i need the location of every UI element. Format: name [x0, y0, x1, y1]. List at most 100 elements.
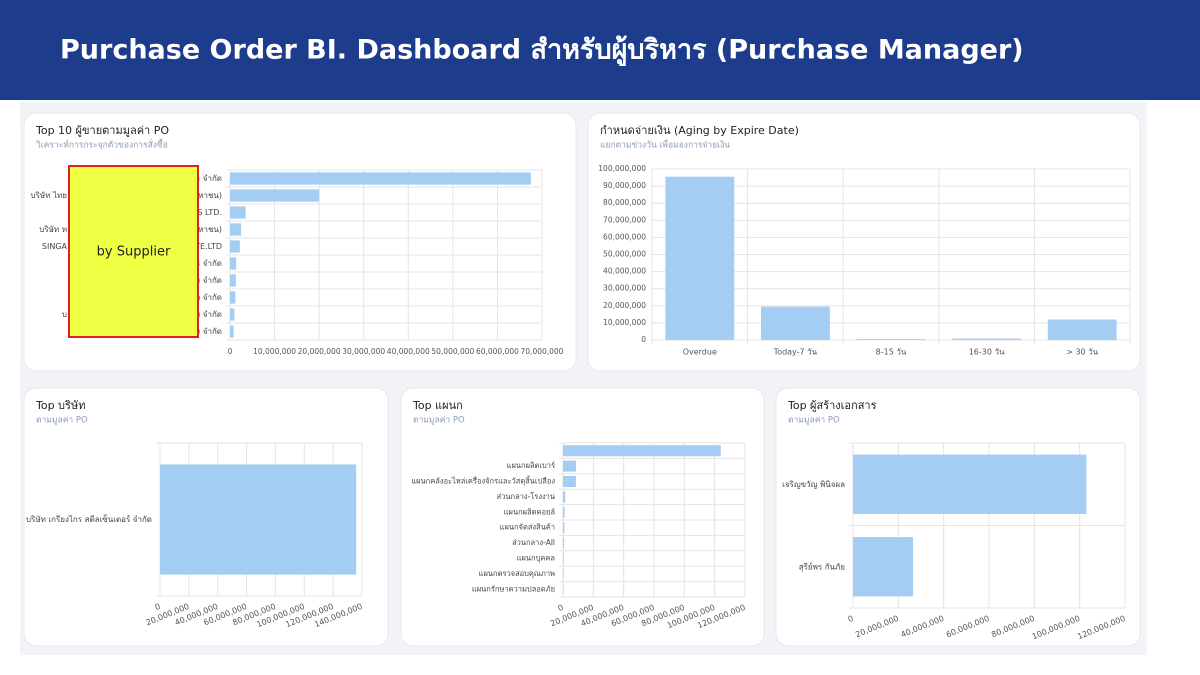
- bar: [160, 464, 357, 575]
- y-tick-label: แผนกคลังอะไหล่เครื่องจักรและวัสดุสิ้นเปล…: [411, 476, 555, 486]
- x-tick-label: 0: [847, 614, 855, 624]
- y-tick-label-prefix: SINGA: [42, 242, 68, 251]
- overlay-box: [68, 165, 199, 338]
- y-tick-label: S LTD.: [197, 208, 222, 217]
- x-tick-label: Today-7 วัน: [773, 348, 818, 357]
- y-tick-label: แผนกรักษาความปลอดภัย: [472, 584, 555, 593]
- y-tick-label: แผนกบุคคล: [517, 554, 555, 563]
- y-tick-label: 70,000,000: [603, 215, 646, 224]
- bar: [563, 491, 566, 503]
- y-tick-label: แผนกตรวจสอบคุณภาพ: [479, 569, 555, 578]
- chart-title: Top แผนก: [412, 399, 463, 412]
- bar: [1047, 319, 1117, 340]
- y-tick-label: 20,000,000: [603, 301, 646, 310]
- card-bg: [775, 387, 1141, 647]
- y-tick-label: 90,000,000: [603, 181, 646, 190]
- bar: [563, 460, 577, 472]
- bar: [230, 274, 236, 287]
- y-tick-label: ย จำกัด: [196, 310, 222, 319]
- y-tick-label: แผนกผลิตเบาร์: [507, 461, 555, 470]
- bar: [230, 257, 237, 270]
- y-tick-label: ะ จำกัด: [196, 174, 222, 183]
- y-tick-label: (มหาชน): [190, 225, 222, 234]
- bar: [230, 308, 235, 321]
- x-tick-label: 60,000,000: [476, 347, 519, 356]
- x-tick-label: 0: [154, 602, 162, 612]
- bar: [230, 189, 320, 202]
- y-tick-label-prefix: บ: [62, 310, 67, 319]
- x-tick-label: Overdue: [683, 348, 717, 357]
- chart-title: กำหนดจ่ายเงิน (Aging by Expire Date): [600, 124, 799, 137]
- chart-subtitle: ตามมูลค่า PO: [413, 416, 465, 426]
- x-tick-label: > 30 วัน: [1066, 348, 1098, 357]
- y-tick-label: (มหาชน): [190, 191, 222, 200]
- y-tick-label: สุรีย์พร กันภัย: [799, 561, 845, 571]
- y-tick-label: 10,000,000: [603, 318, 646, 327]
- bar: [856, 339, 926, 340]
- chart-subtitle: แยกตามช่วงวัน เพื่อมองการจ่ายเงิน: [600, 139, 730, 151]
- bar: [563, 445, 721, 457]
- y-tick-label: ส่วนกลาง-All: [512, 538, 555, 547]
- x-tick-label: 10,000,000: [253, 347, 296, 356]
- y-tick-label: ะ จำกัด: [196, 259, 222, 268]
- y-tick-label: 80,000,000: [603, 198, 646, 207]
- chart-subtitle: ตามมูลค่า PO: [788, 416, 840, 426]
- bar: [563, 568, 564, 580]
- y-tick-label: ) จำกัด: [197, 276, 222, 285]
- y-tick-label: เจริญขวัญ พินิจผล: [782, 480, 845, 489]
- x-tick-label: 50,000,000: [431, 347, 474, 356]
- y-tick-label: ) จำกัด: [197, 327, 222, 336]
- chart-title: Top ผู้สร้างเอกสาร: [787, 399, 877, 412]
- bar: [853, 537, 914, 597]
- bar: [230, 223, 242, 236]
- bar: [230, 172, 531, 185]
- y-tick-label: แผนกผลิตคอยล์: [504, 507, 555, 516]
- y-tick-label: 0: [641, 335, 646, 344]
- x-tick-label: 8-15 วัน: [876, 348, 907, 357]
- bar: [230, 206, 246, 219]
- bar: [952, 338, 1022, 340]
- bar: [230, 291, 236, 304]
- chart-subtitle: ตามมูลค่า PO: [36, 416, 88, 426]
- bar: [563, 475, 576, 488]
- x-tick-label: 20,000,000: [298, 347, 341, 356]
- bar: [230, 240, 240, 253]
- y-tick-label: 30,000,000: [603, 284, 646, 293]
- bar: [563, 506, 565, 518]
- y-tick-label-prefix: บริษัท ไทย: [31, 191, 67, 200]
- y-tick-label: 50,000,000: [603, 250, 646, 259]
- bar: [563, 537, 565, 549]
- header-title: Purchase Order BI. Dashboard สำหรับผู้บร…: [60, 35, 1024, 67]
- bar: [760, 306, 830, 340]
- x-tick-label: 0: [228, 347, 233, 356]
- y-tick-label: 40,000,000: [603, 267, 646, 276]
- bar: [853, 454, 1087, 514]
- y-tick-label: 100,000,000: [598, 164, 646, 173]
- x-tick-label: 70,000,000: [521, 347, 564, 356]
- y-tick-label-prefix: บริษัท ท: [39, 225, 67, 234]
- x-tick-label: 0: [557, 603, 565, 613]
- x-tick-label: 30,000,000: [342, 347, 385, 356]
- y-tick-label: ว จำกัด: [196, 293, 222, 302]
- bar: [563, 552, 564, 565]
- chart-title: Top 10 ผู้ขายตามมูลค่า PO: [35, 124, 169, 137]
- overlay-label: by Supplier: [97, 245, 171, 260]
- chart-card: กำหนดจ่ายเงิน (Aging by Expire Date) แยกต…: [587, 112, 1141, 372]
- bar: [665, 176, 735, 340]
- header-bar: [0, 0, 1200, 100]
- y-tick-label: แผนกจัดส่งสินค้า: [500, 523, 555, 532]
- bar: [563, 522, 565, 534]
- y-tick-label: บริษัท เกรียงไกร สตีลเซ็นเตอร์ จำกัด: [26, 514, 152, 524]
- y-tick-label: 60,000,000: [603, 232, 646, 241]
- x-tick-label: 16-30 วัน: [969, 348, 1005, 357]
- y-tick-label: TE.LTD: [194, 242, 222, 251]
- bar: [230, 325, 234, 338]
- x-tick-label: 40,000,000: [387, 347, 430, 356]
- y-tick-label: ส่วนกลาง-โรงงาน: [497, 492, 555, 501]
- chart-title: Top บริษัท: [35, 399, 85, 412]
